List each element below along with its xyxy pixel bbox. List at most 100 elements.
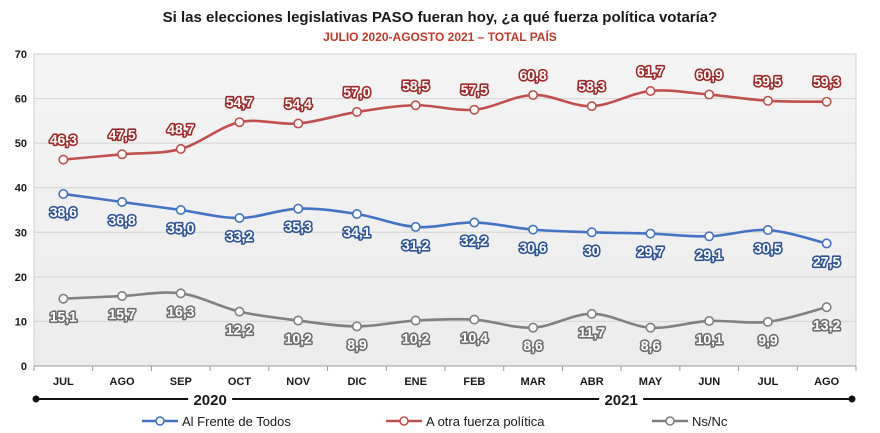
year-label: 2020 <box>193 392 226 409</box>
data-point <box>528 90 539 101</box>
data-label: 10,1 <box>696 331 723 347</box>
chart-subtitle: JULIO 2020-AGOSTO 2021 – TOTAL PAÍS <box>323 29 557 44</box>
data-point <box>528 322 539 333</box>
data-point <box>821 96 832 107</box>
data-point <box>234 213 245 224</box>
legend-label: Ns/Nc <box>692 414 728 429</box>
data-labels: 38,6 36,8 35,0 33,2 35,3 34,1 31,2 32,2 30,6 30 29… <box>48 61 842 355</box>
data-label: 58,3 <box>578 78 605 94</box>
data-label: 16,3 <box>167 303 194 319</box>
y-tick-label: 30 <box>15 227 27 239</box>
data-label: 33,2 <box>226 228 253 244</box>
year-label-bg <box>188 390 233 408</box>
data-point <box>586 227 597 238</box>
y-tick-label: 50 <box>15 138 27 150</box>
x-tick-label: ABR <box>580 376 604 388</box>
data-point <box>293 118 304 129</box>
year-label: 2021 <box>604 392 637 409</box>
series-line <box>62 89 828 161</box>
data-label: 13,2 <box>813 317 840 333</box>
data-label: 9,9 <box>758 332 778 348</box>
x-tick-label: SEP <box>170 376 192 388</box>
data-label: 54,4 <box>285 96 312 112</box>
year-label-bg <box>599 390 644 408</box>
data-point <box>469 104 480 115</box>
timeline-start-dot <box>32 395 40 403</box>
data-label: 46,3 <box>50 132 77 148</box>
data-point <box>293 315 304 326</box>
data-label: 35,0 <box>167 220 194 236</box>
data-point <box>58 154 69 165</box>
y-tick-label: 10 <box>15 316 27 328</box>
x-tick-label: JUL <box>53 376 74 388</box>
data-point <box>58 188 69 199</box>
x-axis: JUL AGO SEP OCT NOV DIC ENE FEB MAR ABR MAY JUN JUL A… <box>33 365 857 388</box>
x-tick-label: AGO <box>110 376 136 388</box>
legend: Al Frente de Todos A otra fuerza política… <box>142 414 728 429</box>
legend-label: Al Frente de Todos <box>182 414 291 429</box>
data-label: 60,9 <box>696 67 723 83</box>
x-tick-label: MAY <box>639 376 663 388</box>
data-point <box>410 221 421 232</box>
legend-marker <box>399 416 409 426</box>
data-label: 12,2 <box>226 322 253 338</box>
data-label: 10,4 <box>461 330 488 346</box>
data-label: 61,7 <box>637 63 664 79</box>
x-tick-label: NOV <box>286 376 311 388</box>
data-point <box>410 100 421 111</box>
chart-title: Si las elecciones legislativas PASO fuer… <box>163 9 718 26</box>
data-label: 8,6 <box>523 338 543 354</box>
data-label: 11,7 <box>579 324 606 340</box>
data-label: 15,1 <box>50 309 77 325</box>
data-label: 8,6 <box>641 338 661 354</box>
y-tick-label: 40 <box>15 183 27 195</box>
data-point <box>293 203 304 214</box>
data-label: 8,9 <box>347 336 367 352</box>
data-label: 27,5 <box>813 253 840 269</box>
data-label: 15,7 <box>108 306 135 322</box>
data-point <box>175 143 186 154</box>
data-point <box>117 149 128 160</box>
data-point <box>469 217 480 228</box>
data-label: 30,5 <box>754 240 781 256</box>
data-label: 47,5 <box>108 126 135 142</box>
x-tick-label: JUN <box>698 376 720 388</box>
y-tick-label: 0 <box>21 361 27 373</box>
data-label: 35,3 <box>285 219 312 235</box>
data-point <box>469 314 480 325</box>
x-tick-label: JUL <box>758 376 779 388</box>
data-point <box>586 308 597 319</box>
year-timeline: 2020 2021 <box>32 390 856 409</box>
data-point <box>351 106 362 117</box>
y-tick-label: 60 <box>15 94 27 106</box>
x-tick-label: AGO <box>814 376 840 388</box>
x-tick-label: DIC <box>347 376 366 388</box>
data-point <box>528 224 539 235</box>
x-tick-label: FEB <box>463 376 485 388</box>
data-point <box>351 321 362 332</box>
data-label: 57,0 <box>343 84 370 100</box>
data-point <box>58 293 69 304</box>
data-point <box>821 238 832 249</box>
data-label: 48,7 <box>167 121 194 137</box>
x-tick-label: MAR <box>521 376 546 388</box>
data-point <box>762 316 773 327</box>
data-point <box>175 288 186 299</box>
data-point <box>645 85 656 96</box>
y-axis: 0 10 20 30 40 50 60 70 <box>15 49 27 373</box>
data-label: 10,2 <box>402 331 429 347</box>
plot-area <box>33 53 857 367</box>
legend-marker <box>665 416 675 426</box>
data-point <box>175 205 186 216</box>
data-point <box>234 117 245 128</box>
data-point <box>762 95 773 106</box>
series-layer <box>58 85 832 333</box>
data-point <box>645 322 656 333</box>
y-tick-label: 20 <box>15 272 27 284</box>
data-point <box>821 302 832 313</box>
data-point <box>704 89 715 100</box>
data-point <box>586 101 597 112</box>
data-label: 59,5 <box>754 73 781 89</box>
data-label: 32,2 <box>461 232 488 248</box>
